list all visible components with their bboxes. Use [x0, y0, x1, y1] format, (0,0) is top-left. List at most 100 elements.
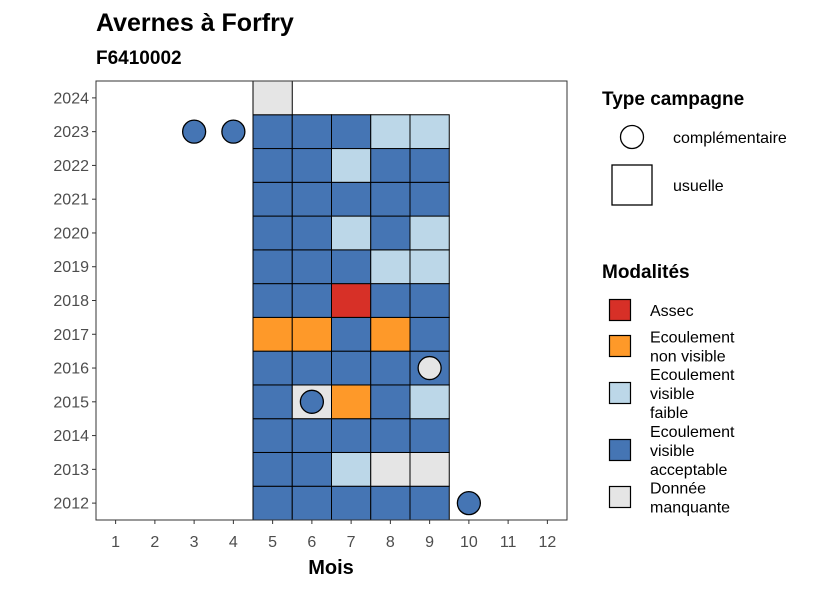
point-2012-10 [456, 490, 482, 516]
cell-2013-9 [409, 451, 450, 487]
legend-campagne-label: complémentaire [673, 130, 787, 147]
cell-2018-6 [291, 283, 332, 318]
legend-type-campagne-title: Type campagne [602, 89, 744, 110]
legend-key [608, 334, 632, 358]
legend-key [608, 485, 632, 509]
chart-subtitle: F6410002 [96, 48, 182, 69]
cell-2021-8 [370, 181, 411, 217]
legend-modalite-label: manquante [650, 500, 730, 517]
y-tick-label: 2018 [53, 293, 89, 310]
legend-modalite-label: Donnée [650, 481, 706, 498]
y-tick-label: 2024 [53, 90, 89, 107]
cell-2018-5 [252, 283, 293, 318]
legend-key [608, 438, 632, 462]
cell-2019-7 [331, 249, 372, 285]
y-tick-label: 2016 [53, 361, 89, 378]
cell-2013-5 [252, 451, 293, 487]
y-tick-label: 2013 [53, 462, 89, 479]
cell-2022-7 [331, 148, 372, 183]
cell-2022-8 [370, 148, 411, 183]
cell-2016-8 [370, 350, 411, 386]
chart-title: Avernes à Forfry [96, 9, 294, 37]
x-tick-label: 4 [229, 534, 238, 551]
cell-2020-8 [370, 215, 411, 251]
cell-2021-9 [409, 181, 450, 217]
cell-2017-8 [370, 316, 411, 352]
cell-2016-7 [331, 350, 372, 386]
cell-2014-9 [409, 418, 450, 453]
cell-2016-6 [291, 350, 332, 386]
cell-2015-5 [252, 384, 293, 420]
cell-2020-5 [252, 215, 293, 251]
x-tick-label: 3 [190, 534, 199, 551]
cell-2014-7 [331, 418, 372, 453]
y-tick-label: 2015 [53, 394, 89, 411]
cell-2012-7 [331, 485, 372, 521]
legend-modalite-label: Assec [650, 303, 694, 320]
cell-2017-5 [252, 316, 293, 352]
cell-2016-5 [252, 350, 293, 386]
cell-2017-6 [291, 316, 332, 352]
x-tick-label: 1 [111, 534, 120, 551]
x-axis-title: Mois [308, 557, 354, 579]
legend-key [608, 381, 632, 405]
cell-2020-9 [409, 215, 450, 251]
cell-2013-6 [291, 451, 332, 487]
cell-2019-8 [370, 249, 411, 285]
point-2023-4 [221, 119, 246, 144]
cell-2015-7 [331, 384, 372, 420]
point-2016-9 [417, 355, 442, 381]
cell-2019-9 [409, 249, 450, 285]
legend-modalite-label: visible [650, 386, 695, 403]
cell-2012-9 [409, 485, 450, 521]
y-tick-label: 2023 [53, 124, 89, 141]
cell-2023-6 [291, 114, 332, 150]
cell-2015-9 [409, 384, 450, 420]
x-tick-label: 8 [386, 534, 395, 551]
cell-2024-5 [252, 80, 293, 116]
cell-2014-8 [370, 418, 411, 453]
cell-2014-5 [252, 418, 293, 453]
legend-key [608, 298, 632, 322]
cell-2023-5 [252, 114, 293, 150]
cell-2013-8 [370, 451, 411, 487]
y-tick-label: 2020 [53, 225, 89, 242]
y-axis: 2012 2013 2014 2015 2016 2017 2018 2019 2020 2021… [53, 90, 96, 513]
x-tick-label: 5 [268, 534, 277, 551]
cell-2018-7 [331, 283, 372, 318]
cell-2023-9 [409, 114, 450, 150]
point-2023-3 [181, 119, 207, 144]
x-tick-label: 7 [347, 534, 356, 551]
legend-modalite-label: Ecoulement [650, 424, 735, 441]
cell-2021-5 [252, 181, 293, 217]
legend-modalite-label: faible [650, 405, 688, 422]
x-tick-label: 6 [307, 534, 316, 551]
legend-modalite-label: Ecoulement [650, 367, 735, 384]
cell-2019-6 [291, 249, 332, 285]
legend-type-campagne: Type campagne complémentaire usuelle [602, 89, 787, 206]
cell-2012-5 [252, 485, 293, 521]
y-tick-label: 2017 [53, 327, 89, 344]
heatmap-cells [252, 80, 450, 521]
x-tick-label: 12 [538, 534, 556, 551]
cell-2015-8 [370, 384, 411, 420]
complementaire-points [181, 119, 482, 516]
cell-2022-5 [252, 148, 293, 183]
cell-2017-7 [331, 316, 372, 352]
legend-modalite-label: visible [650, 443, 695, 460]
cell-2021-7 [331, 181, 372, 217]
legend-modalite-label: Ecoulement [650, 330, 735, 347]
cell-2023-7 [331, 114, 372, 150]
legend-modalite-label: non visible [650, 349, 726, 366]
legend-modalite-label: acceptable [650, 462, 727, 479]
point-2015-6 [299, 389, 325, 414]
cell-2012-8 [370, 485, 411, 521]
legend-square-key [611, 164, 653, 206]
cell-2023-8 [370, 114, 411, 150]
cell-2022-6 [291, 148, 332, 183]
cell-2019-5 [252, 249, 293, 285]
x-tick-label: 10 [460, 534, 478, 551]
legend-circle-key [619, 124, 645, 150]
